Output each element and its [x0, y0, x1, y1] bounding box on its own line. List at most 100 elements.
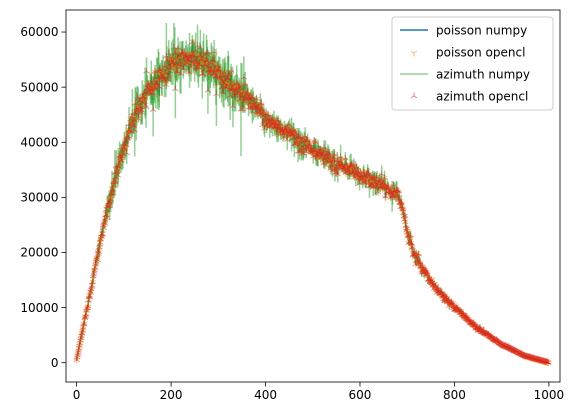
legend-box: [391, 16, 554, 111]
legend-label: azimuth numpy: [436, 68, 530, 82]
y-tick-label: 60000: [20, 25, 58, 39]
x-tick-label: 1000: [534, 388, 565, 402]
data-point: [101, 220, 109, 226]
data-point: [155, 83, 163, 90]
data-point: [331, 150, 338, 157]
data-point: [142, 103, 150, 110]
plot-area: [73, 23, 552, 367]
data-point: [258, 99, 265, 106]
data-point: [276, 120, 284, 126]
data-point: [162, 81, 170, 87]
data-point: [84, 302, 92, 309]
data-point: [164, 73, 172, 79]
y-tick-label: 10000: [20, 301, 58, 315]
data-point: [167, 65, 174, 71]
data-point: [545, 359, 552, 365]
data-point: [177, 70, 185, 76]
data-point: [119, 150, 127, 157]
legend-label: azimuth opencl: [436, 90, 528, 104]
series-markers-azimuth-opencl: [73, 38, 552, 365]
data-point: [213, 83, 220, 89]
data-point: [253, 95, 260, 101]
data-point: [135, 115, 142, 122]
data-point: [112, 178, 119, 185]
data-point: [138, 109, 146, 115]
data-point: [197, 43, 204, 50]
data-point: [140, 97, 148, 103]
data-point: [224, 75, 232, 81]
data-point: [99, 231, 106, 237]
data-point: [204, 87, 212, 93]
data-point: [240, 73, 248, 80]
data-point: [118, 157, 125, 163]
plot-clip-group: [73, 23, 552, 367]
data-point: [86, 293, 94, 300]
data-point: [403, 224, 411, 231]
data-point: [312, 138, 319, 145]
data-point: [203, 57, 211, 63]
data-point: [82, 310, 90, 317]
data-point: [241, 80, 249, 87]
data-point: [189, 38, 196, 45]
data-point: [395, 187, 403, 194]
data-point: [80, 319, 88, 326]
data-point: [131, 126, 139, 133]
data-point: [390, 181, 397, 187]
data-point: [122, 141, 130, 147]
data-point: [130, 122, 138, 129]
data-point: [124, 135, 132, 141]
x-tick-label: 800: [443, 388, 466, 402]
legend-handle-poisson-opencl: [410, 50, 418, 57]
data-point: [192, 47, 199, 53]
data-point: [210, 48, 218, 54]
data-point: [172, 85, 179, 92]
data-point: [190, 52, 198, 58]
data-point: [109, 190, 117, 196]
data-point: [219, 88, 227, 95]
data-point: [249, 93, 257, 100]
data-point: [155, 93, 163, 100]
y-tick-label: 0: [51, 356, 59, 370]
data-point: [213, 90, 220, 97]
y-tick-label: 20000: [20, 246, 58, 260]
data-point: [107, 196, 114, 202]
data-point: [103, 214, 111, 221]
data-point: [334, 170, 342, 177]
data-point: [227, 67, 235, 73]
data-point: [229, 102, 237, 109]
data-point: [123, 149, 130, 156]
legend-label: poisson opencl: [436, 46, 525, 60]
x-tick-label: 0: [73, 388, 81, 402]
data-point: [285, 120, 292, 127]
data-point: [94, 256, 101, 263]
legend-handle-azimuth-opencl: [410, 92, 418, 99]
data-point: [185, 68, 193, 75]
data-point: [283, 136, 291, 142]
data-point: [114, 171, 121, 178]
y-tick-label: 30000: [20, 191, 58, 205]
data-point: [337, 153, 344, 159]
data-point: [95, 248, 103, 255]
data-point: [210, 54, 218, 61]
data-point: [130, 117, 138, 123]
data-point: [409, 243, 416, 250]
data-point: [244, 88, 251, 95]
data-point: [89, 278, 96, 285]
legend: poisson numpy poisson opencl azimuth numpy…: [391, 16, 554, 111]
x-tick-label: 400: [254, 388, 277, 402]
data-point: [342, 154, 349, 161]
data-point: [407, 231, 414, 238]
data-point: [424, 270, 431, 276]
data-point: [204, 49, 211, 55]
data-point: [401, 211, 409, 218]
data-point: [239, 105, 247, 112]
x-tick-label: 600: [349, 388, 372, 402]
data-point: [209, 56, 217, 63]
x-tick-label: 200: [160, 388, 183, 402]
data-point: [165, 49, 173, 56]
data-point: [215, 66, 223, 73]
data-point: [149, 106, 157, 113]
data-point: [415, 250, 422, 257]
data-point: [161, 62, 169, 69]
